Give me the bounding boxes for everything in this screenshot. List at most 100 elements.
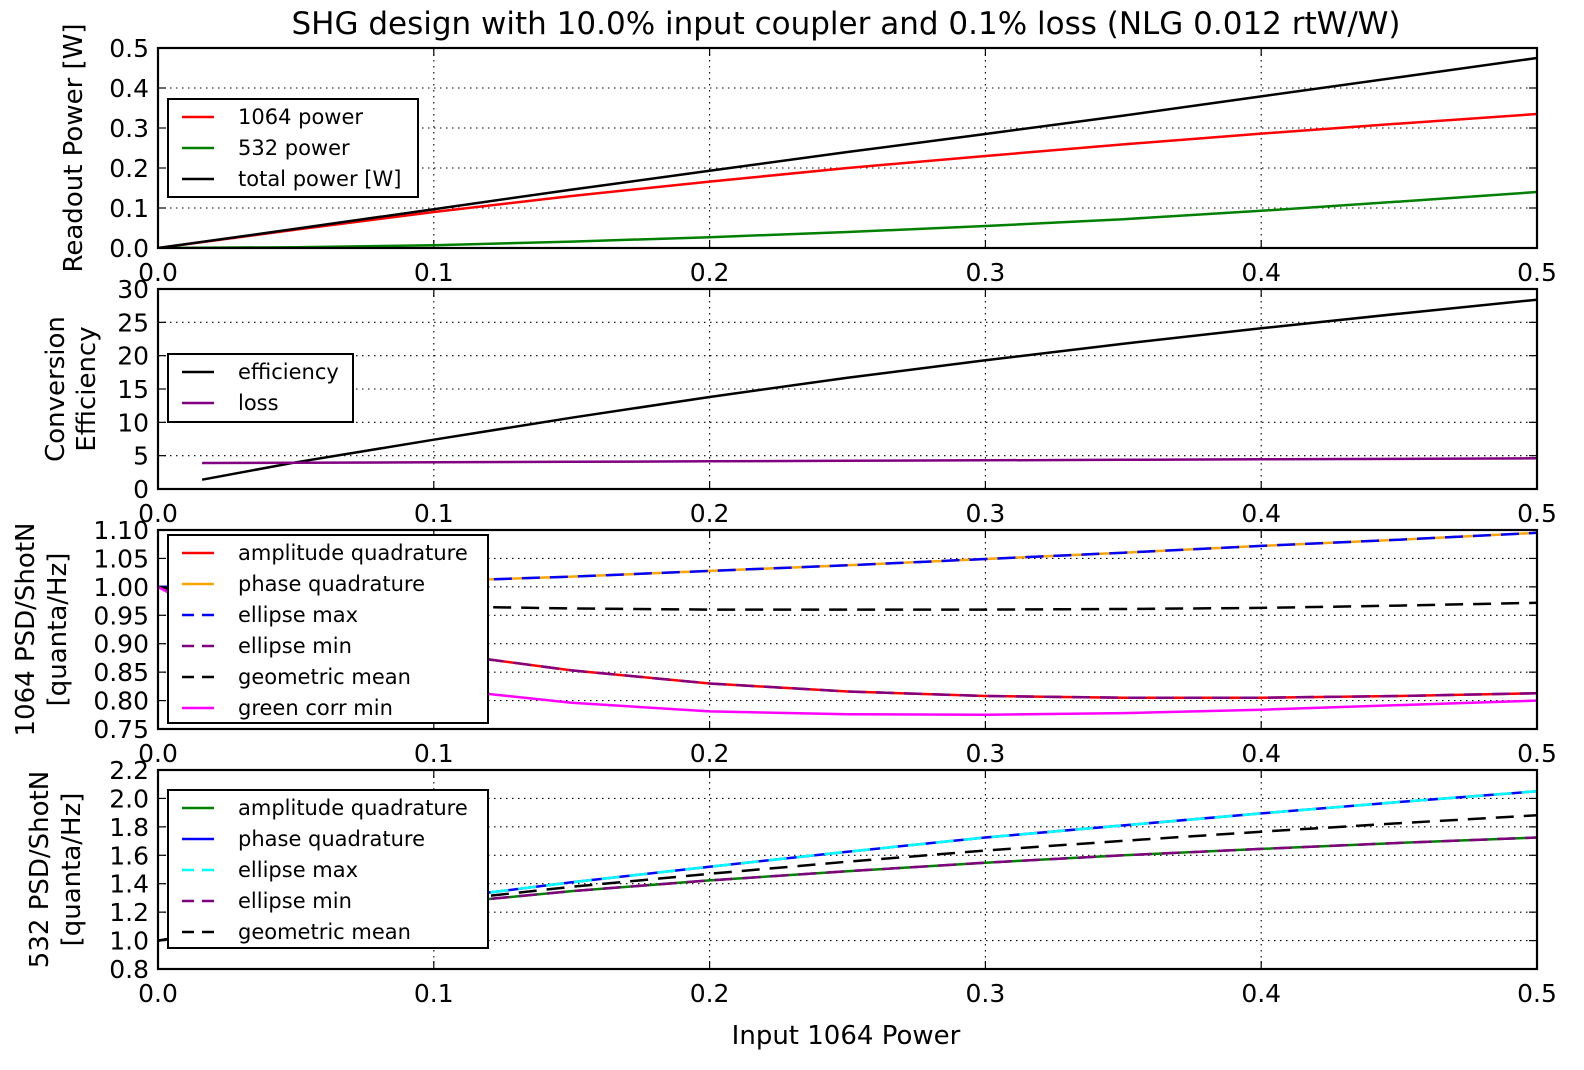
legend-label: ellipse min: [238, 889, 352, 913]
legend-label: ellipse max: [238, 858, 358, 882]
series-group: [158, 56, 1537, 248]
subplot-532-psd: 0.0 0.1 0.2 0.3 0.4 0.5 0.81.01.21.41.61.82.02…: [25, 756, 1557, 1008]
y-axis-label: Readout Power [W]: [59, 23, 89, 272]
x-tick-label: 0.4: [1241, 979, 1281, 1008]
plot-frame: [156, 287, 1539, 491]
y-tick-label: 1.4: [109, 870, 149, 899]
legend: amplitude quadrature phase quadrature elli…: [167, 789, 489, 949]
y-tick-label: 30: [117, 275, 149, 304]
series-line-532-power: [158, 190, 1537, 248]
y-tick-label: 1.05: [93, 544, 149, 573]
y-tick-label: 0.5: [109, 34, 149, 63]
x-tick-label: 0.0: [138, 739, 178, 768]
legend-label: geometric mean: [238, 665, 411, 689]
legend-box: [167, 789, 489, 949]
plot-frame: [156, 528, 1539, 731]
y-tick-label: 0.80: [93, 687, 149, 716]
legend-label: phase quadrature: [238, 572, 425, 596]
series-group: [201, 298, 1537, 481]
x-tick-label: 0.3: [966, 739, 1006, 768]
x-tick-label: 0.2: [690, 499, 730, 528]
y-tick-label: 1.10: [93, 516, 149, 545]
legend-label: amplitude quadrature: [238, 541, 468, 565]
plot-frame: [156, 768, 1539, 971]
legend-label: geometric mean: [238, 920, 411, 944]
legend-label: efficiency: [238, 360, 339, 384]
legend-label: loss: [238, 391, 279, 415]
subplot-conversion-efficiency: 0.0 0.1 0.2 0.3 0.4 0.5 0 5 10 15 20 25 30 Conversion…: [41, 275, 1557, 528]
y-tick-label: 0.3: [109, 114, 149, 143]
x-tick-label: 0.1: [414, 499, 454, 528]
x-axis-label: Input 1064 Power: [732, 1021, 961, 1051]
series-line-loss: [202, 457, 1537, 465]
y-tick-label: 2.2: [109, 756, 149, 785]
x-tick-label: 0.2: [690, 979, 730, 1008]
x-tick-label: 0.3: [966, 258, 1006, 287]
y-tick-label: 0.1: [109, 194, 149, 223]
y-tick-label: 0.75: [93, 715, 149, 744]
y-tick-label: 0.85: [93, 658, 149, 687]
legend-label: ellipse max: [238, 603, 358, 627]
y-tick-label: 25: [117, 308, 149, 337]
x-tick-label: 0.0: [138, 258, 178, 287]
x-tick-label: 0.1: [414, 739, 454, 768]
x-tick-label: 0.5: [1517, 739, 1557, 768]
x-tick-label: 0.4: [1241, 258, 1281, 287]
legend-label: ellipse min: [238, 634, 352, 658]
y-tick-label: 5: [133, 442, 149, 471]
plot-frame: [156, 46, 1539, 250]
x-tick-label: 0.5: [1517, 258, 1557, 287]
legend: efficiency loss: [167, 353, 354, 423]
legend-label: total power [W]: [238, 167, 401, 191]
x-tick-label: 0.5: [1517, 499, 1557, 528]
y-tick-label: 0.4: [109, 74, 149, 103]
figure-title: SHG design with 10.0% input coupler and …: [291, 6, 1400, 42]
legend-label: amplitude quadrature: [238, 796, 468, 820]
y-tick-label: 0.90: [93, 630, 149, 659]
x-tick-label: 0.2: [690, 739, 730, 768]
x-tick-label: 0.4: [1241, 499, 1281, 528]
legend: 1064 power 532 power total power [W]: [167, 98, 419, 198]
y-tick-label: 0.95: [93, 601, 149, 630]
x-tick-label: 0.1: [414, 979, 454, 1008]
y-tick-label: 0.2: [109, 154, 149, 183]
y-tick-label: 0: [133, 475, 149, 504]
series-line-efficiency: [201, 298, 1537, 481]
x-tick-label: 0.2: [690, 258, 730, 287]
y-tick-label: 1.6: [109, 841, 149, 870]
y-tick-label: 20: [117, 342, 149, 371]
legend-label: phase quadrature: [238, 827, 425, 851]
x-tick-label: 0.3: [966, 499, 1006, 528]
x-tick-label: 0.0: [138, 979, 178, 1008]
x-tick-label: 0.0: [138, 499, 178, 528]
series-line-1064-power: [158, 112, 1537, 248]
y-tick-label: 0.8: [109, 955, 149, 984]
legend-box: [167, 534, 489, 724]
legend-box: [167, 353, 354, 423]
y-axis-label: 1064 PSD/ShotN: [11, 523, 41, 737]
x-tick-label: 0.1: [414, 258, 454, 287]
y-axis-label: Efficiency: [72, 326, 102, 451]
y-axis-label: [quanta/Hz]: [57, 793, 87, 947]
legend-label: 1064 power: [238, 105, 363, 129]
y-tick-label: 1.0: [109, 927, 149, 956]
y-tick-label: 2.0: [109, 784, 149, 813]
series-line-total-power-w-: [158, 56, 1537, 248]
x-tick-label: 0.4: [1241, 739, 1281, 768]
y-axis-label: Conversion: [41, 316, 71, 462]
legend-label: 532 power: [238, 136, 350, 160]
legend: amplitude quadrature phase quadrature elli…: [167, 534, 489, 724]
y-tick-label: 1.8: [109, 813, 149, 842]
y-axis-label: 532 PSD/ShotN: [25, 771, 55, 968]
y-tick-label: 10: [117, 408, 149, 437]
y-tick-label: 15: [117, 375, 149, 404]
x-tick-label: 0.5: [1517, 979, 1557, 1008]
y-tick-label: 1.2: [109, 898, 149, 927]
legend-label: green corr min: [238, 696, 393, 720]
y-tick-label: 0.0: [109, 234, 149, 263]
subplot-1064-psd: 0.0 0.1 0.2 0.3 0.4 0.50.750.800.850.900.951.…: [11, 516, 1557, 768]
subplot-readout-power: 0.0 0.1 0.2 0.3 0.4 0.5 0.0 0.1 0.2 0.3 0.4 0.5 Read…: [59, 23, 1557, 287]
y-axis-label: [quanta/Hz]: [43, 553, 73, 707]
y-tick-label: 1.00: [93, 573, 149, 602]
